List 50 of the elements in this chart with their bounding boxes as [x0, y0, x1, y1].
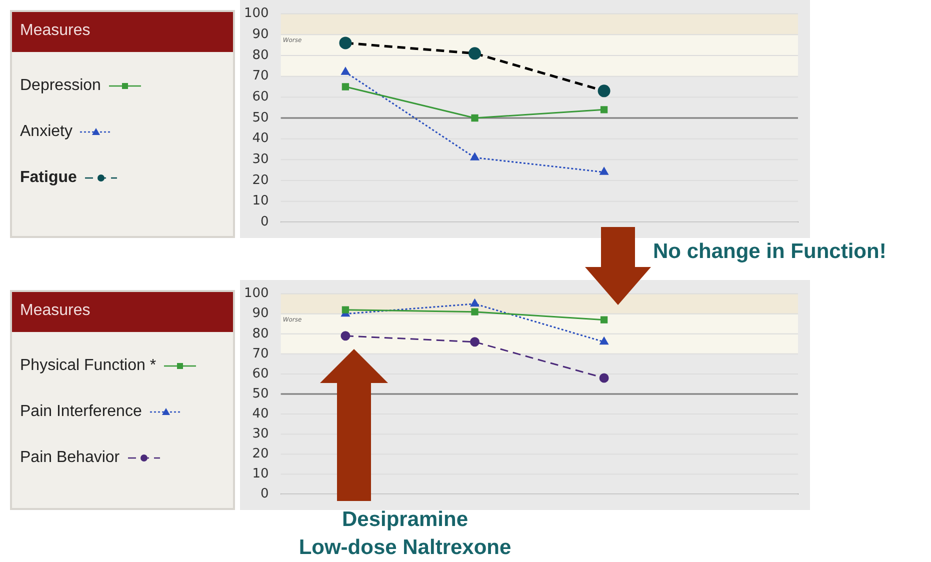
- point: [342, 306, 350, 314]
- y-tick-label: 30: [252, 152, 269, 168]
- y-tick-label: 10: [252, 466, 269, 482]
- point: [342, 83, 350, 90]
- legend-label: Physical Function *: [20, 357, 156, 375]
- legend-title: Measures: [12, 12, 233, 52]
- point: [600, 106, 608, 114]
- y-tick-label: 40: [252, 131, 269, 146]
- y-tick-label: 70: [252, 68, 269, 84]
- point: [600, 337, 608, 345]
- y-tick-label: 50: [252, 386, 269, 402]
- point: [341, 67, 350, 75]
- legend-title: Measures: [12, 292, 233, 332]
- legend-label: Fatigue: [20, 169, 77, 187]
- y-tick-label: 10: [252, 194, 269, 209]
- y-tick-label: 90: [252, 306, 269, 322]
- y-tick-label: 40: [252, 406, 269, 422]
- y-tick-label: 60: [252, 366, 269, 382]
- y-tick-label: 70: [252, 346, 269, 362]
- y-tick-label: 100: [244, 6, 269, 22]
- point: [470, 152, 479, 160]
- text: No change in Function!: [653, 240, 886, 264]
- legend-label: Depression: [20, 77, 101, 95]
- text: Low-dose Naltrexone: [298, 536, 512, 560]
- y-tick-label: 0: [260, 214, 269, 230]
- point: [468, 47, 482, 60]
- point: [599, 373, 609, 383]
- y-tick-label: 100: [244, 286, 269, 302]
- y-tick-label: 20: [252, 172, 269, 188]
- y-tick-label: 90: [252, 27, 269, 42]
- y-tick-label: 30: [252, 426, 269, 442]
- point: [471, 114, 478, 122]
- point: [598, 84, 610, 98]
- y-tick-label: 20: [252, 446, 269, 462]
- y-tick-label: 80: [252, 48, 269, 63]
- legend-label: Pain Behavior: [20, 449, 120, 467]
- y-tick-label: 80: [252, 326, 269, 342]
- point: [600, 167, 608, 175]
- y-tick-label: 0: [260, 486, 269, 502]
- point: [340, 331, 350, 341]
- text: Desipramine: [342, 508, 468, 532]
- point: [339, 36, 352, 50]
- y-tick-label: 60: [252, 90, 269, 105]
- point: [600, 316, 608, 324]
- y-tick-label: 50: [252, 110, 269, 126]
- point: [471, 308, 478, 316]
- point: [470, 337, 480, 347]
- legend-label: Pain Interference: [20, 403, 142, 421]
- point: [470, 299, 479, 307]
- legend-label: Anxiety: [20, 123, 72, 141]
